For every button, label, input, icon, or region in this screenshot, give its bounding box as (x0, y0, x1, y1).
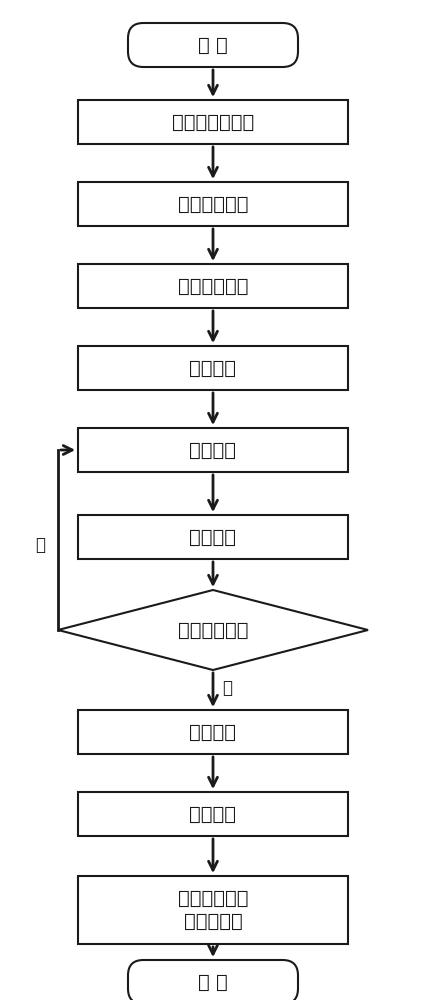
Text: 采集角度完成: 采集角度完成 (178, 620, 248, 640)
Text: 结 束: 结 束 (198, 972, 228, 992)
Text: 数据采集: 数据采集 (190, 440, 236, 460)
Bar (78, 346, 348, 390)
Text: 设备搭建、植入: 设备搭建、植入 (172, 112, 254, 131)
Text: 旋转角度: 旋转角度 (190, 528, 236, 546)
Text: 输出数据: 输出数据 (190, 722, 236, 742)
Bar (78, 515, 348, 559)
Text: 否: 否 (35, 536, 45, 554)
Text: 确定成像模式: 确定成像模式 (178, 194, 248, 214)
FancyBboxPatch shape (128, 23, 298, 67)
Text: 开 始: 开 始 (198, 35, 228, 54)
Bar (78, 428, 348, 472)
Text: 设备参数优化: 设备参数优化 (178, 276, 248, 296)
Text: 数据处理: 数据处理 (190, 804, 236, 824)
Bar (78, 710, 348, 754)
Bar (78, 792, 348, 836)
Bar (78, 182, 348, 226)
Bar (78, 876, 348, 944)
Bar (78, 100, 348, 144)
Text: 是: 是 (222, 679, 232, 697)
Text: 放入样品: 放入样品 (190, 359, 236, 377)
Bar (78, 264, 348, 308)
Text: 计算机断层扫
描三维重建: 计算机断层扫 描三维重建 (178, 889, 248, 931)
FancyBboxPatch shape (128, 960, 298, 1000)
Polygon shape (58, 590, 368, 670)
